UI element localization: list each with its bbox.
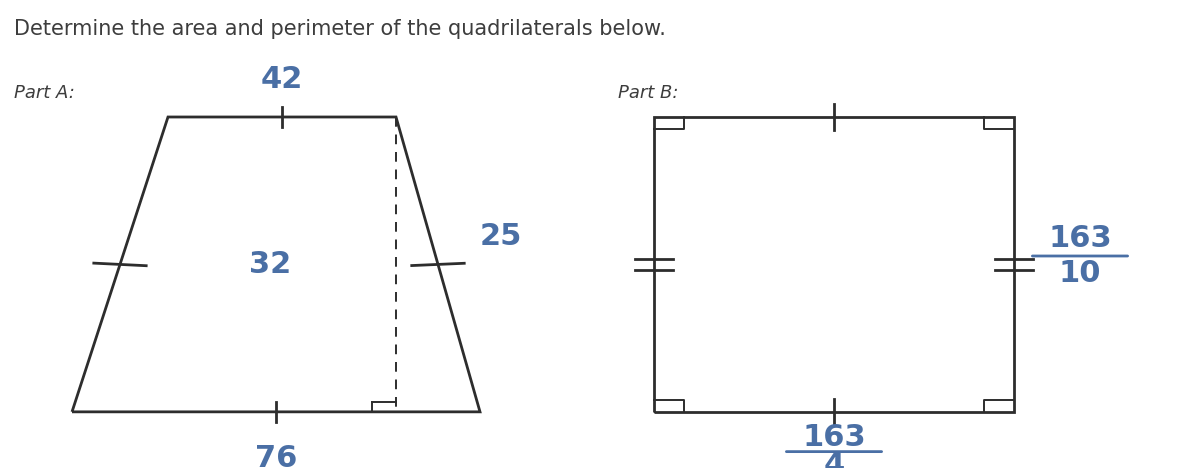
Text: 163: 163 [802, 423, 866, 452]
Text: 4: 4 [823, 451, 845, 468]
Text: 42: 42 [260, 65, 304, 94]
Text: Determine the area and perimeter of the quadrilaterals below.: Determine the area and perimeter of the … [14, 19, 666, 39]
Text: 25: 25 [480, 222, 522, 251]
Text: 32: 32 [248, 250, 292, 279]
Text: 10: 10 [1058, 259, 1102, 288]
Text: Part A:: Part A: [14, 84, 76, 102]
Text: 163: 163 [1048, 224, 1112, 253]
Text: 76: 76 [254, 444, 298, 468]
Text: Part B:: Part B: [618, 84, 678, 102]
